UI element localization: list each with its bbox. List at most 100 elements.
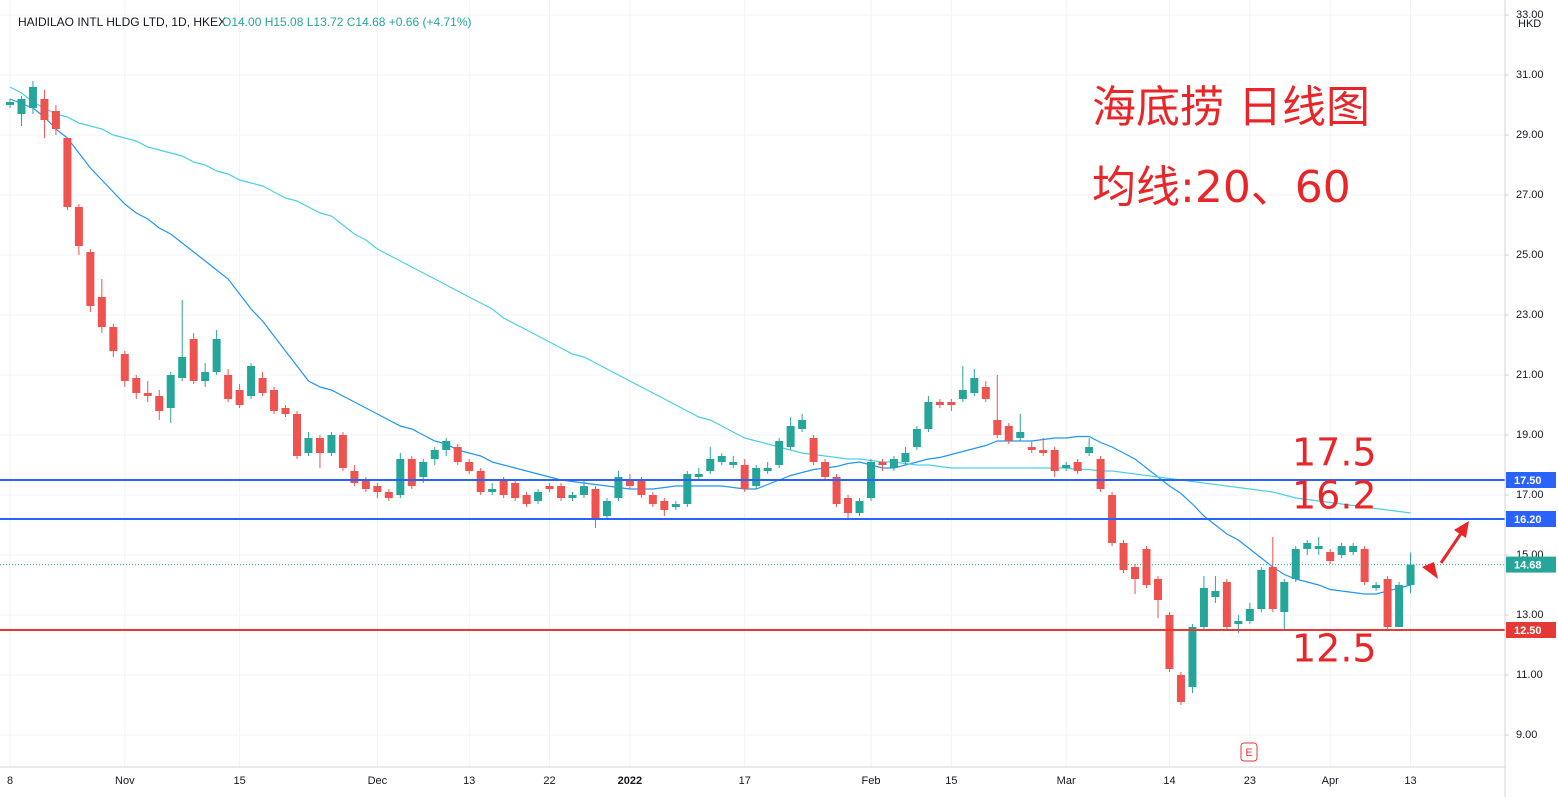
candle-body: [1165, 615, 1174, 669]
x-tick-label: Apr: [1322, 775, 1339, 787]
y-tick-label: 9.00: [1516, 729, 1537, 741]
candle-body: [97, 297, 106, 327]
candle-body: [511, 483, 520, 498]
candle-body: [1395, 585, 1404, 627]
candle-body: [281, 408, 290, 414]
candle-body: [1062, 465, 1071, 468]
candle-body: [419, 462, 428, 477]
candle-body: [143, 393, 152, 396]
header-ohlc: O14.00 H15.08 L13.72 C14.68 +0.66 (+4.71…: [222, 15, 472, 29]
candle-body: [1314, 546, 1323, 549]
candle-body: [1085, 447, 1094, 453]
candle-body: [1016, 432, 1025, 438]
candle-body: [625, 480, 634, 486]
candle-body: [1039, 450, 1048, 453]
x-tick-label: 23: [1244, 775, 1256, 787]
price-label: 17.50: [1514, 475, 1542, 487]
level-annotation: 17.5: [1292, 431, 1377, 475]
candle-body: [947, 402, 956, 405]
candle-body: [476, 471, 485, 492]
candle-body: [488, 489, 497, 492]
candle-body: [786, 426, 795, 447]
candle-body: [338, 435, 347, 468]
candle-body: [270, 390, 279, 411]
candle-body: [1050, 450, 1059, 471]
candle-body: [694, 474, 703, 477]
y-tick-label: 29.00: [1516, 129, 1544, 141]
candle-body: [901, 453, 910, 462]
price-label-box: [1506, 472, 1556, 488]
candle-body: [350, 471, 359, 483]
y-tick-label: 21.00: [1516, 369, 1544, 381]
y-tick-label: 23.00: [1516, 309, 1544, 321]
candle-body: [132, 378, 141, 393]
candle-body: [660, 501, 669, 510]
candle-body: [1303, 543, 1312, 549]
moving-average-line: [9, 98, 1411, 595]
candle-body: [327, 435, 336, 453]
candle-body: [912, 429, 921, 447]
candle-body: [6, 102, 14, 105]
candle-body: [557, 486, 566, 498]
candle-body: [315, 438, 324, 453]
candle-body: [120, 354, 129, 381]
candle-body: [293, 414, 301, 456]
earnings-marker[interactable]: E: [1240, 742, 1258, 762]
candle-body: [201, 372, 210, 381]
candle-body: [855, 501, 864, 513]
candle-body: [1027, 447, 1036, 450]
annotation-title: 海底捞 日线图: [1092, 82, 1370, 133]
candle-body: [247, 366, 256, 396]
candle-body: [958, 390, 967, 399]
candle-body: [430, 450, 439, 459]
x-tick-label: 8: [7, 775, 13, 787]
price-axis: 9.0011.0013.0015.0017.0019.0021.0023.002…: [1505, 9, 1556, 741]
candle-body: [109, 327, 118, 351]
currency: HKD: [1518, 18, 1541, 30]
candle-body: [717, 456, 726, 462]
candle-body: [1268, 567, 1277, 609]
y-tick-label: 27.00: [1516, 189, 1544, 201]
candle-body: [637, 480, 646, 495]
candle-body: [1188, 627, 1197, 687]
y-tick-label: 31.00: [1516, 69, 1544, 81]
candle-body: [614, 477, 623, 498]
header-title: HAIDILAO INTL HLDG LTD, 1D, HKEX: [18, 15, 226, 29]
x-tick-label: 13: [1404, 775, 1416, 787]
candle-body: [1073, 462, 1082, 471]
x-tick-label: Nov: [115, 775, 135, 787]
candle-body: [1131, 567, 1140, 579]
y-tick-label: 25.00: [1516, 249, 1544, 261]
x-tick-label: 22: [543, 775, 555, 787]
candle-body: [28, 87, 37, 108]
candle-body: [775, 441, 784, 465]
candle-body: [178, 357, 187, 378]
candle-body: [1004, 426, 1013, 441]
candle-body: [1234, 621, 1243, 624]
price-label-box: [1506, 556, 1556, 573]
price-label: 14.68: [1514, 560, 1542, 572]
x-tick-label: 13: [463, 775, 475, 787]
candle-body: [166, 375, 175, 408]
x-tick-label: 14: [1163, 775, 1175, 787]
candle-body: [1257, 570, 1266, 609]
candle-body: [499, 480, 508, 495]
candle-body: [189, 339, 198, 381]
candle-body: [442, 441, 451, 450]
candle-body: [304, 438, 313, 453]
x-tick-label: 17: [739, 775, 751, 787]
candle-body: [763, 468, 772, 471]
candle-body: [384, 492, 393, 498]
candle-body: [1349, 546, 1358, 552]
candle-body: [580, 486, 588, 495]
candle-body: [648, 495, 657, 504]
candle-body: [534, 492, 543, 501]
candle-body: [568, 495, 577, 498]
y-tick-label: 33.00: [1516, 9, 1544, 21]
candle-body: [51, 111, 60, 129]
candle-body: [1326, 552, 1335, 561]
price-label-box: [1506, 622, 1556, 638]
candle-body: [970, 378, 979, 393]
candle-body: [924, 402, 933, 429]
